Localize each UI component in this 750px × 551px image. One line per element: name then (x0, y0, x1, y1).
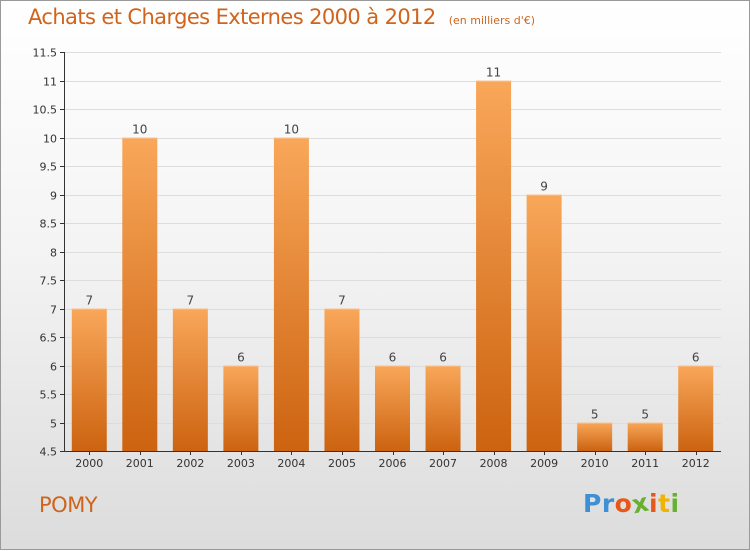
data-label: 10 (132, 123, 147, 137)
labels: 4.5 5 5.5 6 6.5 7 7.5 8 8.5 9 9.5 10 10.5 11 11.5 7 2000… (33, 47, 710, 471)
x-tick-label: 2012 (682, 457, 710, 470)
x-tick-label: 2000 (75, 457, 103, 470)
x-tick-label: 2008 (480, 457, 508, 470)
y-tick-label: 4.5 (40, 446, 58, 459)
data-label: 5 (641, 408, 649, 422)
data-label: 6 (439, 351, 447, 365)
y-tick-label: 10.5 (33, 104, 58, 117)
x-tick-label: 2009 (530, 457, 558, 470)
bar-2004 (273, 137, 309, 451)
y-tick-label: 9 (50, 190, 57, 203)
logo-letter: t (658, 489, 671, 518)
commune-name: POMY (39, 493, 98, 517)
x-tick-label: 2001 (126, 457, 154, 470)
data-label: 6 (237, 351, 245, 365)
title-row: Achats et Charges Externes 2000 à 2012 (… (28, 5, 535, 29)
y-tick-label: 5.5 (40, 389, 58, 402)
x-tick-label: 2003 (227, 457, 255, 470)
x-tick-label: 2002 (176, 457, 204, 470)
data-label: 7 (338, 294, 346, 308)
chart-title: Achats et Charges Externes 2000 à 2012 (28, 5, 436, 29)
y-tick-label: 8.5 (40, 218, 58, 231)
bar-2005 (324, 308, 360, 451)
y-tick-label: 5 (50, 418, 57, 431)
bar-2009 (526, 194, 562, 451)
y-tick-label: 11.5 (33, 47, 58, 60)
y-tick-label: 9.5 (40, 161, 58, 174)
data-label: 7 (85, 294, 93, 308)
proxiti-logo: Proxiti (583, 488, 680, 520)
bar-2000 (71, 308, 107, 451)
y-tick-label: 7 (50, 304, 57, 317)
data-label: 11 (486, 66, 501, 80)
x-tick-label: 2010 (581, 457, 609, 470)
logo-letter: i (670, 489, 680, 518)
y-tick-label: 10 (43, 133, 57, 146)
y-tick-label: 11 (43, 76, 57, 89)
x-tick-label: 2011 (631, 457, 659, 470)
data-label: 10 (284, 123, 299, 137)
bar-2003 (223, 365, 259, 451)
chart-subtitle: (en milliers d'€) (448, 14, 536, 27)
x-tick-label: 2007 (429, 457, 457, 470)
x-tick-label: 2004 (277, 457, 305, 470)
logo-letter: P (583, 489, 602, 518)
logo-letter: i (649, 489, 659, 518)
bar-2001 (122, 137, 158, 451)
bar-2010 (577, 422, 613, 451)
bar-2006 (375, 365, 410, 451)
x-tick-label: 2005 (328, 457, 356, 470)
data-label: 7 (187, 294, 195, 308)
bar-2011 (627, 422, 663, 451)
y-tick-label: 8 (50, 247, 57, 260)
data-label: 6 (692, 351, 700, 365)
data-label: 5 (591, 408, 599, 422)
logo-letter: o (614, 489, 633, 518)
y-tick-label: 6.5 (40, 332, 58, 345)
data-label: 9 (540, 180, 548, 194)
y-tick-label: 7.5 (40, 275, 58, 288)
axes (60, 52, 721, 455)
bar-2002 (172, 308, 208, 451)
y-tick-label: 6 (50, 361, 57, 374)
bar-2007 (425, 365, 461, 451)
bar-2008 (476, 80, 512, 451)
data-label: 6 (389, 351, 397, 365)
logo-letter: r (601, 489, 615, 518)
bars (71, 80, 714, 451)
x-tick-label: 2006 (379, 457, 407, 470)
bar-2012 (678, 365, 714, 451)
